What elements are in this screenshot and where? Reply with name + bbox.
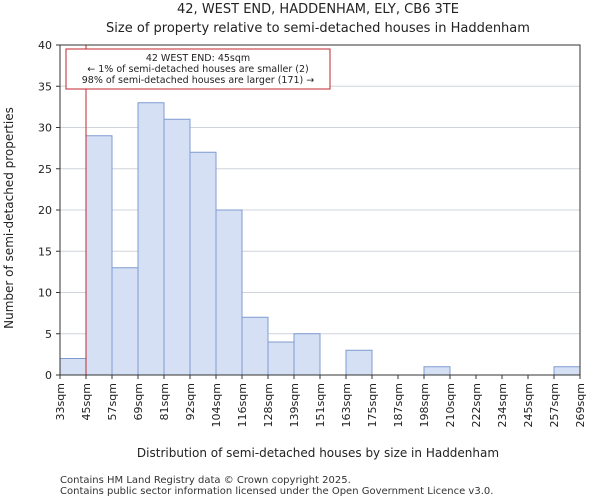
bar-57sqm xyxy=(111,267,139,376)
bar-104sqm xyxy=(215,209,243,376)
y-tick-label: 30 xyxy=(38,122,52,135)
y-axis-label: Number of semi-detached properties xyxy=(2,107,16,329)
bar-198sqm xyxy=(423,366,451,376)
x-tick-label: 245sqm xyxy=(522,383,535,427)
footer-line-2: Contains public sector information licen… xyxy=(60,486,493,497)
x-tick-label: 92sqm xyxy=(184,383,197,420)
x-tick-label: 198sqm xyxy=(418,383,431,427)
x-tick-label: 151sqm xyxy=(314,383,327,427)
chart-title: 42, WEST END, HADDENHAM, ELY, CB6 3TE xyxy=(177,2,459,17)
x-tick-label: 69sqm xyxy=(132,383,145,420)
chart-subtitle: Size of property relative to semi-detach… xyxy=(106,21,530,36)
x-tick-label: 57sqm xyxy=(106,383,119,420)
footer-line-1: Contains HM Land Registry data © Crown c… xyxy=(60,475,351,486)
x-tick-label: 222sqm xyxy=(470,383,483,427)
x-tick-label: 175sqm xyxy=(366,383,379,427)
bars-group xyxy=(59,102,581,376)
bar-128sqm xyxy=(267,341,295,376)
x-tick-label: 210sqm xyxy=(444,383,457,427)
bar-92sqm xyxy=(189,151,217,376)
y-tick-label: 20 xyxy=(38,204,52,217)
x-tick-label: 187sqm xyxy=(392,383,405,427)
annotation-line-2: ← 1% of semi-detached houses are smaller… xyxy=(87,64,308,75)
bar-81sqm xyxy=(163,118,191,376)
y-tick-label: 40 xyxy=(38,39,52,52)
x-axis-label: Distribution of semi-detached houses by … xyxy=(137,446,499,460)
annotation-line-3: 98% of semi-detached houses are larger (… xyxy=(82,75,315,86)
x-tick-label: 81sqm xyxy=(158,383,171,420)
bar-163sqm xyxy=(345,349,373,376)
bar-257sqm xyxy=(553,366,581,376)
x-tick-label: 104sqm xyxy=(210,383,223,427)
annotation-line-1: 42 WEST END: 45sqm xyxy=(146,53,250,64)
x-tick-label: 163sqm xyxy=(340,383,353,427)
y-tick-label: 5 xyxy=(45,328,52,341)
bar-139sqm xyxy=(293,333,321,376)
y-tick-label: 35 xyxy=(38,80,52,93)
annotation-frame xyxy=(65,48,331,90)
x-axis: 33sqm 45sqm 57sqm 69sqm 81sqm 92sqm 104sqm 116s… xyxy=(54,375,587,427)
bar-45sqm xyxy=(85,135,113,376)
bar-33sqm xyxy=(59,358,87,376)
x-tick-label: 128sqm xyxy=(262,383,275,427)
annotation-box: 42 WEST END: 45sqm ← 1% of semi-detached… xyxy=(65,48,331,90)
bar-116sqm xyxy=(241,316,269,376)
y-axis: 0 5 10 15 20 25 30 35 40 xyxy=(38,39,60,382)
x-tick-label: 257sqm xyxy=(548,383,561,427)
x-tick-label: 139sqm xyxy=(288,383,301,427)
y-tick-label: 25 xyxy=(38,163,52,176)
x-tick-label: 234sqm xyxy=(496,383,509,427)
y-tick-label: 15 xyxy=(38,245,52,258)
y-tick-label: 0 xyxy=(45,369,52,382)
y-tick-label: 10 xyxy=(38,287,52,300)
x-tick-label: 33sqm xyxy=(54,383,67,420)
x-tick-label: 45sqm xyxy=(80,383,93,420)
x-tick-label: 116sqm xyxy=(236,383,249,427)
bar-69sqm xyxy=(137,102,165,376)
x-tick-label: 269sqm xyxy=(574,383,587,427)
